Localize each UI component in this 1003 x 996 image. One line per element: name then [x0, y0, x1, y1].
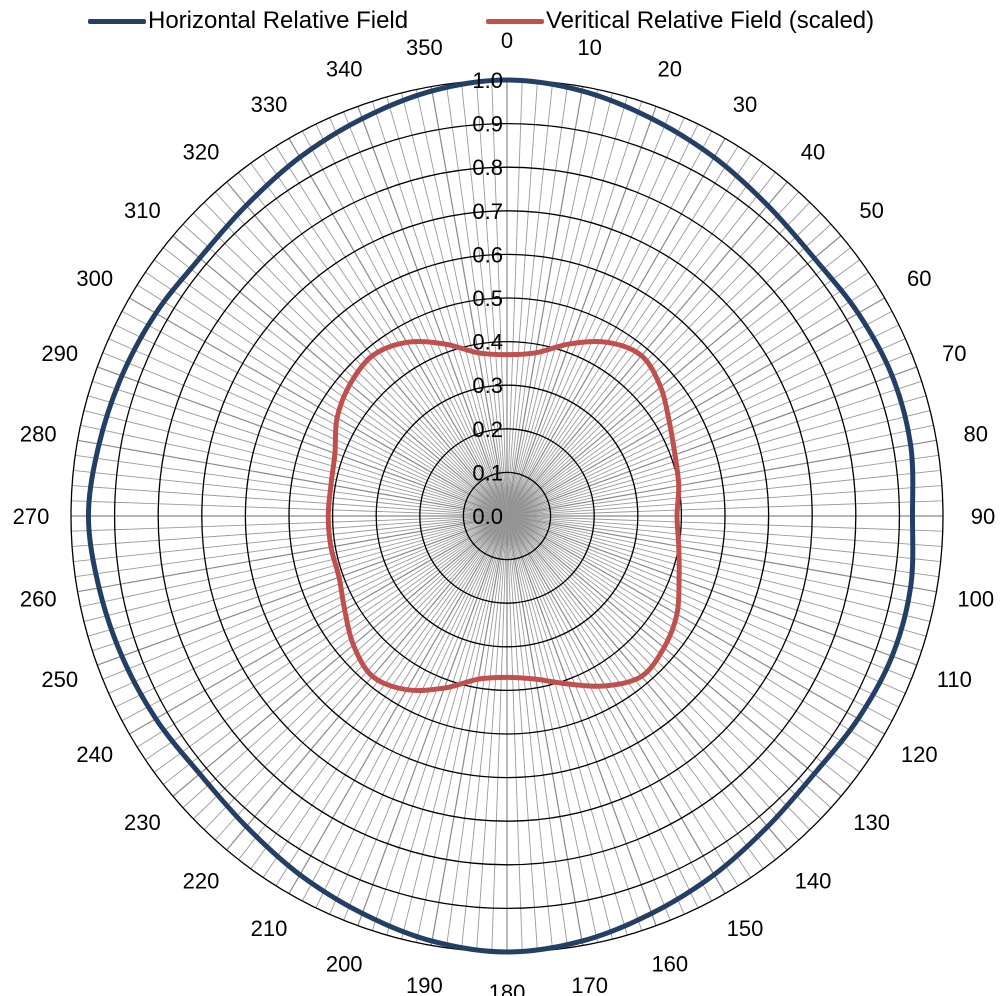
grid-circle-3	[375, 384, 639, 648]
angle-tick-label-120: 120	[901, 742, 938, 767]
r-tick-label-6: 0.6	[472, 242, 503, 267]
angle-tick-label-280: 280	[20, 421, 57, 446]
angle-tick-label-260: 260	[20, 587, 57, 612]
grid-circle-1	[462, 471, 552, 561]
r-tick-label-0: 0.0	[472, 504, 503, 529]
r-tick-label-9: 0.9	[472, 112, 503, 137]
angle-tick-label-270: 270	[13, 504, 50, 529]
angle-tick-label-320: 320	[183, 139, 220, 164]
angle-tick-label-290: 290	[41, 341, 78, 366]
angle-tick-label-170: 170	[571, 973, 608, 996]
angle-tick-label-60: 60	[907, 266, 931, 291]
r-tick-label-1: 0.1	[472, 460, 503, 485]
grid-circle-7	[201, 210, 813, 822]
angle-tick-label-220: 220	[183, 869, 220, 894]
angle-tick-label-130: 130	[853, 810, 890, 835]
series-line-0	[85, 77, 916, 955]
angle-tick-label-20: 20	[658, 57, 682, 82]
r-tick-label-8: 0.8	[472, 155, 503, 180]
angle-tick-label-40: 40	[801, 139, 825, 164]
angle-tick-label-190: 190	[406, 973, 443, 996]
angle-tick-label-0: 0	[501, 28, 513, 53]
angle-tick-label-100: 100	[957, 587, 994, 612]
grid-circle-9	[113, 122, 901, 910]
angle-tick-label-240: 240	[76, 742, 113, 767]
angle-tick-label-70: 70	[942, 341, 966, 366]
angle-tick-label-110: 110	[937, 667, 972, 692]
grid-circle-2	[419, 428, 595, 604]
chart-legend: Horizontal Relative Field Veritical Rela…	[0, 0, 1003, 40]
angle-tick-label-150: 150	[727, 916, 764, 941]
polar-grid	[70, 79, 944, 953]
angle-tick-label-250: 250	[41, 667, 78, 692]
angle-tick-label-230: 230	[124, 810, 161, 835]
angle-tick-labels: 0 10 20 30 40 50 60 70 80 90 100 110 120 130 140 150 160…	[13, 28, 996, 996]
angle-tick-label-300: 300	[76, 266, 113, 291]
angle-tick-label-90: 90	[971, 504, 995, 529]
legend-item-vertical: Veritical Relative Field (scaled)	[486, 4, 874, 38]
angle-tick-label-140: 140	[795, 869, 832, 894]
angle-tick-label-350: 350	[406, 35, 443, 60]
angle-tick-label-160: 160	[651, 951, 688, 976]
angle-tick-label-200: 200	[326, 951, 363, 976]
angle-tick-label-210: 210	[251, 916, 288, 941]
angle-tick-label-180: 180	[489, 980, 526, 996]
series-line-1	[325, 338, 682, 694]
angle-tick-label-340: 340	[326, 57, 363, 82]
series-layer	[85, 77, 916, 955]
angle-tick-label-30: 30	[733, 92, 757, 117]
grid-circle-8	[157, 166, 857, 866]
legend-label-vertical: Veritical Relative Field (scaled)	[546, 7, 875, 34]
angle-tick-label-80: 80	[964, 421, 988, 446]
r-tick-label-10: 1.0	[472, 68, 503, 93]
angle-tick-label-330: 330	[251, 92, 288, 117]
r-tick-label-7: 0.7	[472, 199, 503, 224]
legend-swatch-horizontal	[88, 18, 146, 24]
grid-circle-5	[288, 297, 726, 735]
r-tick-label-2: 0.2	[472, 417, 503, 442]
angle-tick-label-310: 310	[124, 198, 161, 223]
legend-item-horizontal: Horizontal Relative Field	[88, 4, 408, 38]
legend-label-horizontal: Horizontal Relative Field	[148, 7, 409, 34]
angle-tick-label-10: 10	[577, 35, 601, 60]
legend-swatch-vertical	[486, 18, 544, 24]
r-tick-label-3: 0.3	[472, 373, 503, 398]
r-tick-label-4: 0.4	[472, 330, 503, 355]
r-tick-label-5: 0.5	[472, 286, 503, 311]
grid-circle-4	[331, 340, 683, 692]
grid-circle-6	[244, 253, 770, 779]
angle-tick-label-50: 50	[859, 198, 883, 223]
radial-tick-labels: 0.0 0.1 0.2 0.3 0.4 0.5 0.6 0.7 0.8 0.9 1.0	[472, 68, 503, 529]
